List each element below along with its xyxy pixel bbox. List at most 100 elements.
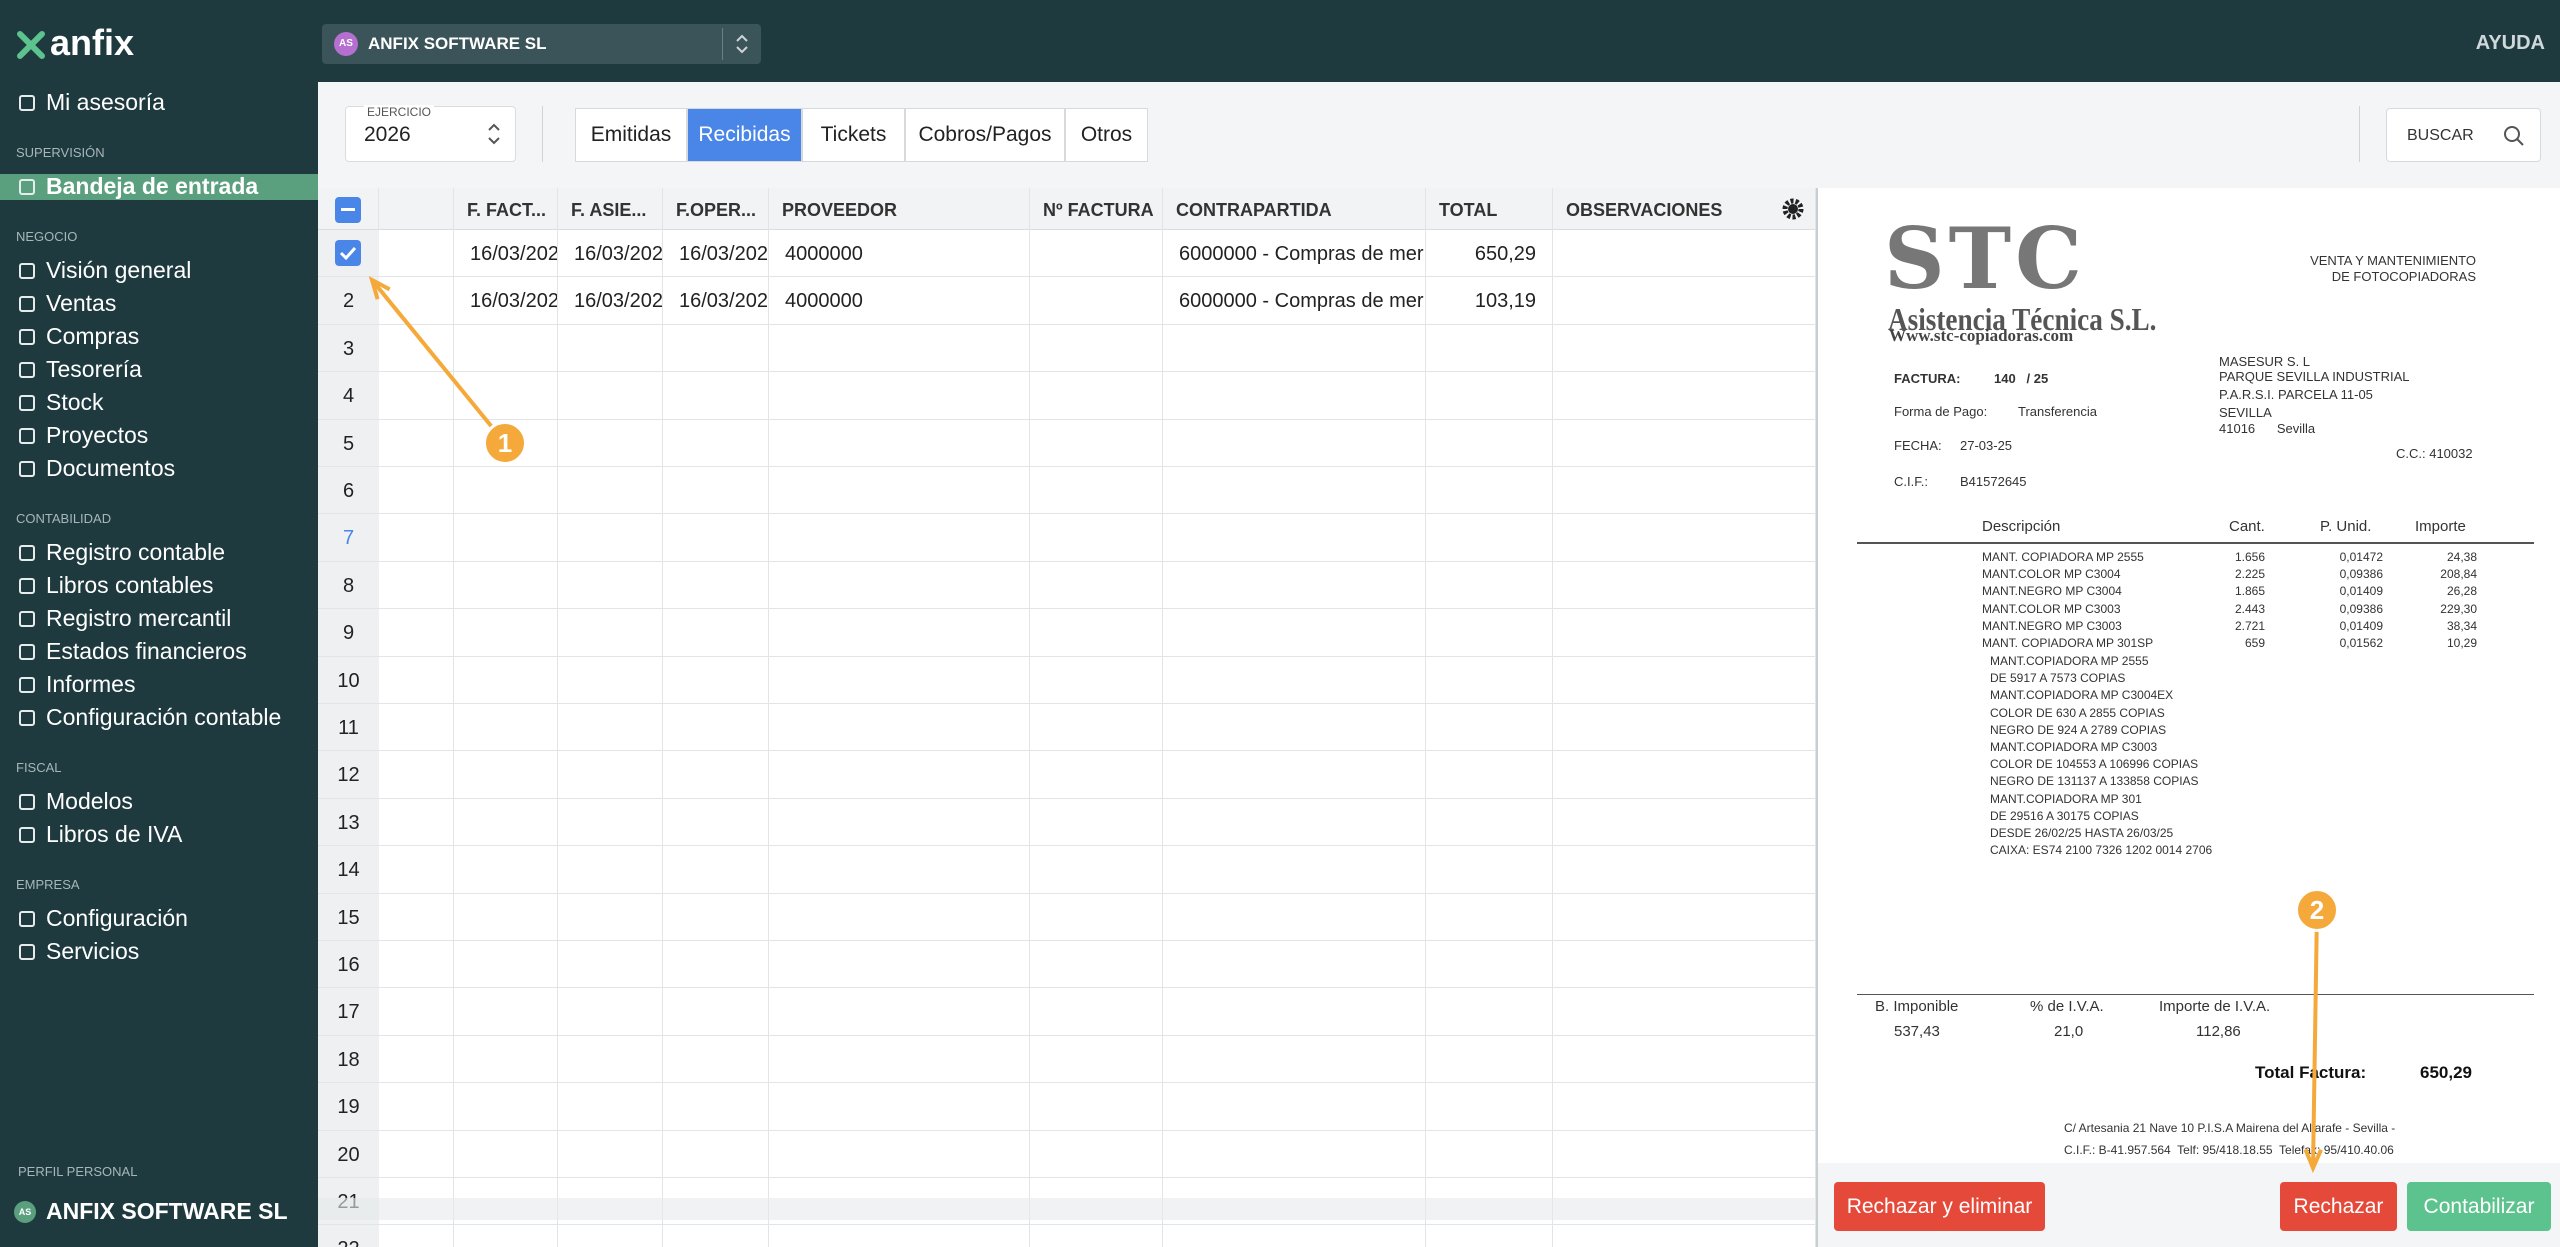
column-header[interactable]: TOTAL: [1439, 200, 1498, 220]
item-number: 38,34: [2446, 618, 2477, 633]
row-number: 4: [342, 385, 355, 408]
field-value: Transferencia: [2018, 404, 2097, 419]
cell[interactable]: 16/03/202: [470, 290, 557, 313]
column-header[interactable]: CONTRAPARTIDA: [1176, 200, 1332, 220]
year-select[interactable]: EJERCICIO 2026: [345, 105, 516, 162]
cell[interactable]: 16/03/202: [574, 243, 662, 265]
client-line: P.A.R.S.I. PARCELA 11-05: [2219, 387, 2373, 402]
column-border: [453, 188, 454, 1247]
menu-icon: [19, 827, 35, 843]
invoice-tagline: DE FOTOCOPIADORAS: [2331, 269, 2476, 284]
menu-item[interactable]: Registro contable: [46, 539, 225, 565]
column-header[interactable]: F. ASIE...: [571, 200, 647, 220]
cell[interactable]: 6000000 - Compras de mer: [1179, 243, 1424, 265]
column-border: [1029, 188, 1030, 1247]
column-header[interactable]: OBSERVACIONES: [1566, 200, 1723, 220]
row-checkbox[interactable]: [335, 240, 361, 266]
lens: [2504, 126, 2520, 142]
cell[interactable]: 16/03/202: [574, 290, 662, 313]
field-value: 27-03-25: [1960, 438, 2013, 453]
doc-rule: [1857, 542, 2534, 544]
menu-item[interactable]: Estados financieros: [46, 638, 247, 664]
search-box[interactable]: BUSCAR: [2386, 108, 2541, 162]
menu-item[interactable]: Tesorería: [46, 356, 142, 382]
menu-item[interactable]: Configuración: [46, 905, 188, 931]
row-border: [318, 466, 1816, 467]
tab[interactable]: Otros: [1065, 108, 1148, 162]
menu-item[interactable]: Visión general: [46, 257, 192, 283]
action-button[interactable]: Rechazar: [2280, 1182, 2397, 1231]
item-number: 0,01409: [2339, 584, 2383, 599]
toolbar-divider: [2359, 106, 2360, 162]
total-value: 650,29: [2420, 1063, 2472, 1082]
row-border: [318, 750, 1816, 752]
row-number: 14: [337, 859, 360, 882]
item-note: DE 29516 A 30175 COPIAS: [1990, 808, 2139, 823]
menu-item[interactable]: Documentos: [46, 455, 176, 481]
column-header[interactable]: F.OPER...: [676, 200, 757, 220]
cell[interactable]: 6000000 - Compras de mer: [1179, 290, 1424, 313]
item-number: 2.443: [2234, 601, 2265, 616]
row-number: 2: [342, 290, 355, 313]
tab[interactable]: Tickets: [802, 108, 905, 162]
cell[interactable]: 650,29: [1474, 243, 1536, 265]
menu-icon: [19, 710, 35, 726]
column-header[interactable]: PROVEEDOR: [782, 200, 898, 220]
menu-icon: [19, 95, 35, 111]
action-button[interactable]: Rechazar y eliminar: [1834, 1182, 2045, 1231]
profile-name[interactable]: ANFIX SOFTWARE SL: [46, 1198, 288, 1224]
tax-header: B. Imponible: [1875, 998, 1959, 1015]
menu-icon: [19, 794, 35, 810]
menu-item[interactable]: Proyectos: [46, 422, 149, 448]
menu-item[interactable]: Ventas: [46, 290, 117, 316]
menu-icon: [19, 395, 35, 411]
logo-icon: [17, 31, 45, 59]
tax-value: 21,0: [2054, 1023, 2084, 1040]
row-number: 10: [337, 669, 360, 692]
item-note: MANT.COPIADORA MP 2555: [1990, 654, 2149, 668]
menu-item[interactable]: Stock: [46, 389, 104, 415]
item-number: 1.656: [2234, 550, 2265, 564]
action-button[interactable]: Contabilizar: [2407, 1182, 2551, 1231]
select-all-checkbox[interactable]: [335, 197, 361, 223]
item-header: P. Unid.: [2320, 518, 2372, 535]
menu-item[interactable]: Compras: [46, 323, 140, 349]
table-header: [318, 188, 1816, 230]
cell[interactable]: 16/03/202: [470, 243, 557, 265]
menu-item[interactable]: Modelos: [46, 788, 133, 814]
row-number: 18: [337, 1048, 360, 1071]
column-header[interactable]: F. FACT...: [467, 200, 547, 220]
cell[interactable]: 4000000: [785, 290, 863, 313]
caret: [488, 123, 500, 145]
logo-text: anfix: [50, 22, 135, 63]
menu-item[interactable]: Mi asesoría: [46, 89, 165, 115]
tab[interactable]: Cobros/Pagos: [905, 108, 1065, 162]
tab[interactable]: Emitidas: [575, 108, 687, 162]
column-header[interactable]: Nº FACTURA: [1043, 200, 1154, 220]
menu-item[interactable]: Libros de IVA: [46, 821, 183, 847]
item-note: COLOR DE 104553 A 106996 COPIAS: [1990, 757, 2199, 772]
help-link[interactable]: AYUDA: [2475, 32, 2545, 54]
menu-item[interactable]: Registro mercantil: [46, 605, 232, 631]
cell[interactable]: 16/03/202: [679, 243, 768, 265]
cell[interactable]: 16/03/202: [679, 290, 768, 313]
menu-item[interactable]: Configuración contable: [46, 704, 282, 730]
year-caret: [488, 123, 500, 145]
menu-item[interactable]: Servicios: [46, 938, 140, 964]
gear-hub: [1788, 204, 1798, 214]
column-border: [557, 188, 558, 1247]
menu-item[interactable]: Informes: [46, 671, 136, 697]
cell[interactable]: 4000000: [785, 243, 863, 265]
menu-item[interactable]: Libros contables: [46, 572, 214, 598]
cell[interactable]: 103,19: [1474, 290, 1536, 313]
company-select[interactable]: AS ANFIX SOFTWARE SL: [322, 24, 761, 64]
row-number: 5: [342, 432, 355, 455]
tab[interactable]: Recibidas: [687, 108, 802, 162]
field-label: Forma de Pago:: [1894, 404, 1988, 419]
menu-item[interactable]: Bandeja de entrada: [46, 173, 259, 199]
row-number: 22: [318, 1238, 379, 1247]
data-table: F. FACT... F. ASIE... F.OPER... PROVEEDOR Nº…: [318, 188, 1816, 1247]
profile-badge: AS: [14, 1201, 36, 1223]
column-border: [1815, 188, 1816, 1247]
row-border: [318, 655, 1816, 657]
